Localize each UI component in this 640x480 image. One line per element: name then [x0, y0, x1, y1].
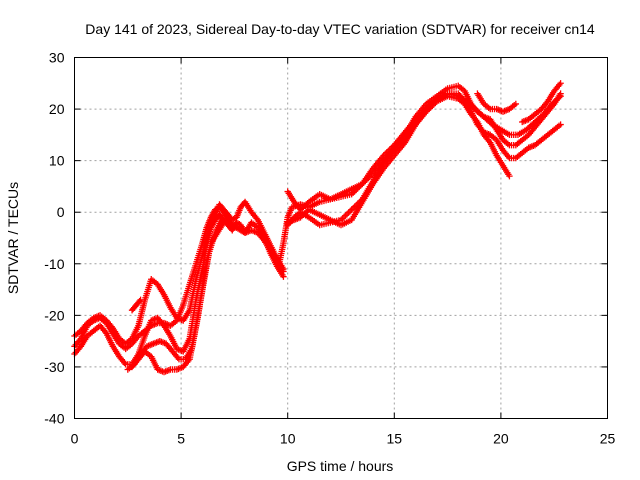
- x-tick-label: 5: [177, 431, 185, 447]
- data-point-marker: [557, 121, 564, 128]
- data-point-marker: [280, 273, 287, 280]
- data-point-marker: [340, 213, 348, 221]
- x-axis: 0 5 10 15 20 25: [71, 57, 616, 447]
- series-track-9: [284, 82, 564, 213]
- y-tick-label: 10: [49, 153, 65, 169]
- series-track-11: [474, 90, 520, 115]
- data-point-marker: [280, 265, 287, 273]
- x-tick-label: 25: [600, 431, 616, 447]
- series-track-3: [71, 198, 287, 347]
- plot-frame: [74, 57, 608, 419]
- x-tick-label: 20: [493, 431, 509, 447]
- data-point-marker: [557, 92, 564, 100]
- y-tick-label: 20: [49, 101, 65, 117]
- y-axis: -40 -30 -20 -10 0 10 20 30: [44, 50, 608, 427]
- x-tick-label: 0: [71, 431, 79, 447]
- y-tick-label: -30: [44, 359, 64, 375]
- chart-title: Day 141 of 2023, Sidereal Day-to-day VTE…: [85, 21, 595, 37]
- series-track-10: [284, 90, 564, 229]
- series-track-5: [128, 216, 225, 376]
- y-axis-label: SDTVAR / TECUs: [5, 182, 21, 294]
- y-tick-label: -10: [44, 256, 64, 272]
- data-marks: [71, 80, 564, 376]
- data-point-marker: [506, 172, 513, 180]
- data-point-marker: [512, 100, 520, 108]
- series-track-6: [128, 296, 144, 314]
- x-tick-label: 15: [387, 431, 403, 447]
- data-point-marker: [136, 297, 143, 305]
- y-tick-label: -40: [44, 411, 64, 427]
- y-tick-label: 30: [49, 50, 65, 66]
- data-point-marker: [345, 209, 352, 216]
- y-tick-label: -20: [44, 307, 64, 323]
- data-point-marker: [348, 206, 355, 213]
- series-track-2: [71, 211, 287, 368]
- data-point-marker: [555, 94, 563, 101]
- data-point-marker: [557, 80, 564, 87]
- data-point-marker: [346, 207, 354, 215]
- y-tick-label: 0: [57, 204, 65, 220]
- data-point-marker: [218, 216, 225, 224]
- series-track-12: [519, 80, 564, 126]
- data-point-marker: [342, 212, 349, 219]
- grid-lines: [74, 57, 608, 419]
- x-tick-label: 10: [280, 431, 296, 447]
- data-point-marker: [137, 296, 144, 304]
- x-axis-label: GPS time / hours: [287, 458, 394, 474]
